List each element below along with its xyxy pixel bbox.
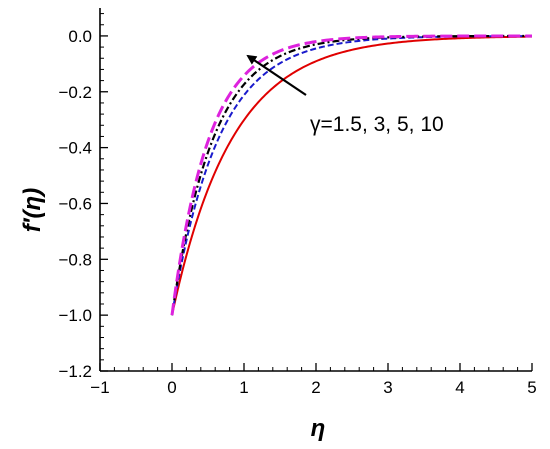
y-tick-label: −0.6 — [58, 194, 92, 213]
x-tick-label: 3 — [383, 378, 392, 397]
x-tick-label: 5 — [527, 378, 536, 397]
series-line-2 — [171, 35, 533, 316]
x-tick-label: 1 — [239, 378, 248, 397]
curves — [170, 34, 533, 316]
x-tick-label: 4 — [455, 378, 464, 397]
ticks: −1 0 1 2 3 4 5 −1.2 −1.0 −0.8 −0.6 −0.4 −0.2 0.0 — [58, 13, 537, 397]
y-tick-label: −1.0 — [58, 306, 92, 325]
x-tick-label: 0 — [167, 378, 176, 397]
y-axis-title: f′(η) — [19, 188, 46, 232]
x-tick-label: −1 — [90, 378, 109, 397]
y-tick-label: −1.2 — [58, 362, 92, 381]
y-tick-label: −0.2 — [58, 83, 92, 102]
series-line-4 — [170, 34, 532, 316]
annotation-label: γ=1.5, 3, 5, 10 — [310, 113, 444, 136]
series-line-1 — [171, 35, 533, 316]
y-tick-label: 0.0 — [68, 27, 92, 46]
y-tick-label: −0.4 — [58, 139, 92, 158]
x-tick-label: 2 — [311, 378, 320, 397]
x-axis-title: η — [311, 415, 326, 442]
axes — [99, 8, 532, 372]
series-line-3 — [170, 34, 532, 316]
annotation-arrow — [246, 54, 307, 96]
y-tick-label: −0.8 — [58, 250, 92, 269]
